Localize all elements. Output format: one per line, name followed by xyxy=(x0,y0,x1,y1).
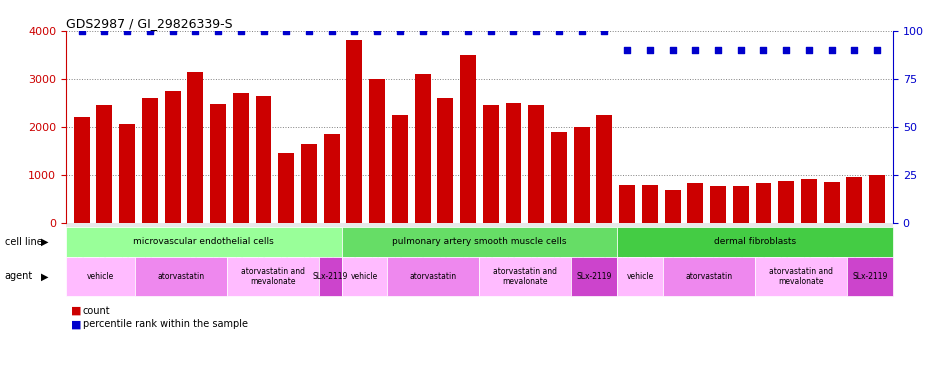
Bar xyxy=(619,185,635,223)
Bar xyxy=(73,117,89,223)
Point xyxy=(438,28,453,34)
Point xyxy=(665,47,680,53)
Bar xyxy=(460,55,476,223)
Text: percentile rank within the sample: percentile rank within the sample xyxy=(83,319,248,329)
Point xyxy=(233,28,248,34)
Bar xyxy=(528,105,544,223)
Point xyxy=(688,47,703,53)
Bar xyxy=(347,40,362,223)
Point xyxy=(165,28,180,34)
Bar xyxy=(142,98,158,223)
Text: vehicle: vehicle xyxy=(351,272,378,281)
Point xyxy=(188,28,203,34)
Bar xyxy=(211,104,226,223)
Bar xyxy=(187,71,203,223)
Point xyxy=(392,28,407,34)
Text: atorvastatin: atorvastatin xyxy=(685,272,733,281)
Point xyxy=(802,47,817,53)
Point xyxy=(824,47,839,53)
Text: vehicle: vehicle xyxy=(627,272,654,281)
Bar xyxy=(369,79,385,223)
Point xyxy=(756,47,771,53)
Point xyxy=(870,47,885,53)
Text: atorvastatin and
mevalonate: atorvastatin and mevalonate xyxy=(494,267,557,286)
Bar xyxy=(323,134,339,223)
Bar xyxy=(710,186,726,223)
Bar xyxy=(733,186,748,223)
Point xyxy=(97,28,112,34)
Bar xyxy=(687,183,703,223)
Text: ■: ■ xyxy=(70,306,81,316)
Bar xyxy=(778,181,794,223)
Text: SLx-2119: SLx-2119 xyxy=(312,272,348,281)
Bar xyxy=(846,177,862,223)
Point xyxy=(347,28,362,34)
Point xyxy=(142,28,157,34)
Bar xyxy=(278,153,294,223)
Text: cell line: cell line xyxy=(5,237,42,247)
Point xyxy=(369,28,384,34)
Point xyxy=(74,28,89,34)
Point xyxy=(528,28,543,34)
Text: atorvastatin and
mevalonate: atorvastatin and mevalonate xyxy=(241,267,305,286)
Bar xyxy=(573,127,589,223)
Point xyxy=(597,28,612,34)
Point xyxy=(574,28,589,34)
Point xyxy=(302,28,317,34)
Point xyxy=(619,47,634,53)
Bar xyxy=(642,185,658,223)
Point xyxy=(211,28,226,34)
Bar xyxy=(823,182,839,223)
Bar xyxy=(506,103,522,223)
Point xyxy=(642,47,657,53)
Bar xyxy=(551,131,567,223)
Text: SLx-2119: SLx-2119 xyxy=(576,272,612,281)
Bar xyxy=(119,124,135,223)
Bar xyxy=(301,144,317,223)
Text: agent: agent xyxy=(5,271,33,281)
Bar xyxy=(597,115,612,223)
Text: ■: ■ xyxy=(70,319,81,329)
Text: atorvastatin and
mevalonate: atorvastatin and mevalonate xyxy=(769,267,833,286)
Text: atorvastatin: atorvastatin xyxy=(410,272,457,281)
Text: ▶: ▶ xyxy=(41,237,49,247)
Point xyxy=(733,47,748,53)
Point xyxy=(552,28,567,34)
Text: dermal fibroblasts: dermal fibroblasts xyxy=(714,237,796,247)
Bar xyxy=(756,183,772,223)
Bar xyxy=(437,98,453,223)
Text: pulmonary artery smooth muscle cells: pulmonary artery smooth muscle cells xyxy=(392,237,567,247)
Point xyxy=(506,28,521,34)
Point xyxy=(711,47,726,53)
Point xyxy=(483,28,498,34)
Point xyxy=(119,28,134,34)
Text: atorvastatin: atorvastatin xyxy=(157,272,204,281)
Text: GDS2987 / GI_29826339-S: GDS2987 / GI_29826339-S xyxy=(66,17,232,30)
Bar xyxy=(415,74,431,223)
Bar xyxy=(97,105,113,223)
Point xyxy=(256,28,271,34)
Bar xyxy=(233,93,249,223)
Bar xyxy=(801,179,817,223)
Text: ▶: ▶ xyxy=(41,271,49,281)
Point xyxy=(778,47,793,53)
Point xyxy=(847,47,862,53)
Bar xyxy=(483,105,499,223)
Text: SLx-2119: SLx-2119 xyxy=(853,272,887,281)
Point xyxy=(415,28,431,34)
Bar xyxy=(870,175,885,223)
Bar xyxy=(164,91,180,223)
Point xyxy=(279,28,294,34)
Bar xyxy=(392,115,408,223)
Point xyxy=(324,28,339,34)
Text: vehicle: vehicle xyxy=(86,272,114,281)
Bar xyxy=(665,190,681,223)
Text: count: count xyxy=(83,306,110,316)
Bar xyxy=(256,96,272,223)
Text: microvascular endothelial cells: microvascular endothelial cells xyxy=(133,237,274,247)
Point xyxy=(461,28,476,34)
